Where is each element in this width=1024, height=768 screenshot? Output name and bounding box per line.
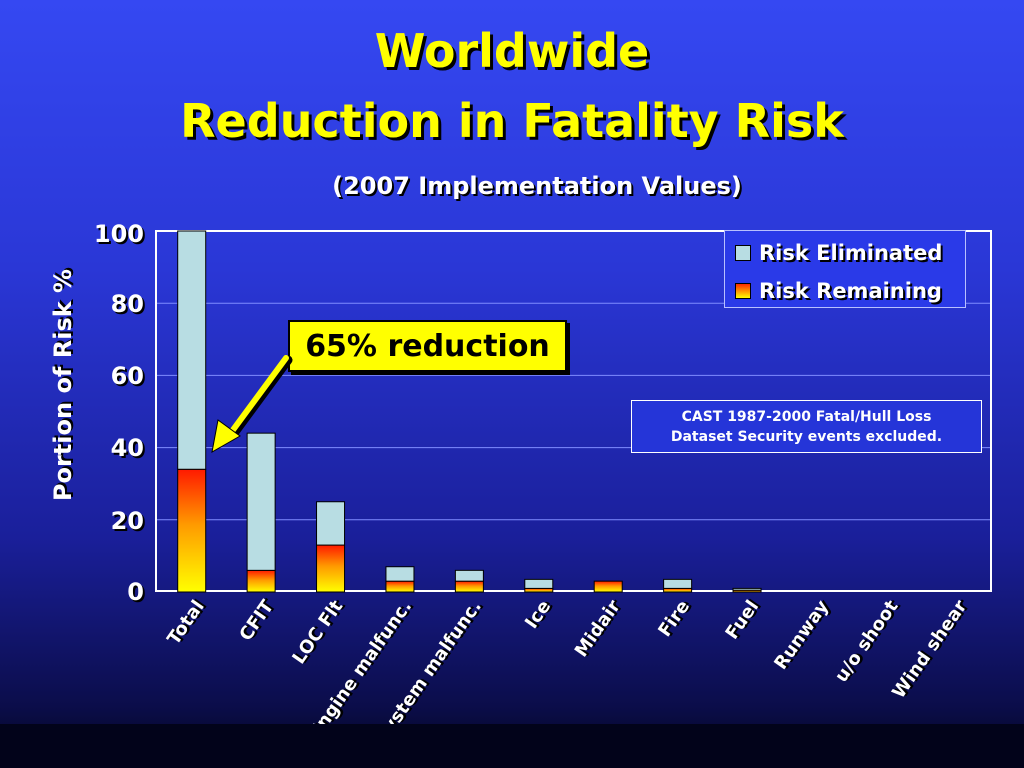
note-line-2: Dataset Security events excluded.: [670, 428, 943, 445]
subtitle: (2007 Implementation Values): [332, 172, 742, 200]
bar-eliminated-0: [177, 230, 207, 470]
y-tick-label: 0: [127, 578, 144, 606]
bar-remaining-1: [246, 569, 276, 593]
y-tick-label: 100: [93, 220, 144, 248]
bar-eliminated-5: [524, 578, 554, 589]
title-line-2: Reduction in Fatality Risk: [180, 94, 844, 148]
legend-swatch-remaining: [735, 283, 751, 299]
legend-label-eliminated: Risk Eliminated: [759, 241, 943, 265]
legend-item-remaining: Risk Remaining: [735, 279, 942, 303]
y-tick-label: 60: [110, 362, 144, 390]
footer-band: [0, 724, 1024, 768]
bar-eliminated-7: [663, 578, 693, 589]
bar-remaining-4: [454, 580, 484, 593]
dataset-note: CAST 1987-2000 Fatal/Hull Loss Dataset S…: [631, 400, 982, 453]
bar-eliminated-2: [316, 501, 346, 546]
bar-remaining-3: [385, 580, 415, 593]
bar-eliminated-8: [732, 587, 762, 591]
note-line-1: CAST 1987-2000 Fatal/Hull Loss: [681, 408, 932, 425]
bar-remaining-0: [177, 468, 207, 593]
legend-label-remaining: Risk Remaining: [759, 279, 942, 303]
bar-eliminated-1: [246, 432, 276, 571]
y-tick-label: 40: [110, 434, 144, 462]
bar-remaining-6: [593, 580, 623, 593]
title-line-1: Worldwide: [374, 24, 650, 78]
bar-eliminated-3: [385, 566, 415, 582]
bar-remaining-5: [524, 587, 554, 593]
y-tick-label: 80: [110, 290, 144, 318]
y-tick-label: 20: [110, 507, 144, 535]
bar-remaining-2: [316, 544, 346, 593]
legend-item-eliminated: Risk Eliminated: [735, 241, 942, 265]
bar-eliminated-4: [454, 569, 484, 582]
legend-swatch-eliminated: [735, 245, 751, 261]
bar-remaining-7: [663, 587, 693, 593]
chart-legend: Risk Eliminated Risk Remaining: [724, 230, 966, 308]
plot-area: [155, 230, 992, 592]
reduction-callout: 65% reduction: [288, 320, 567, 372]
